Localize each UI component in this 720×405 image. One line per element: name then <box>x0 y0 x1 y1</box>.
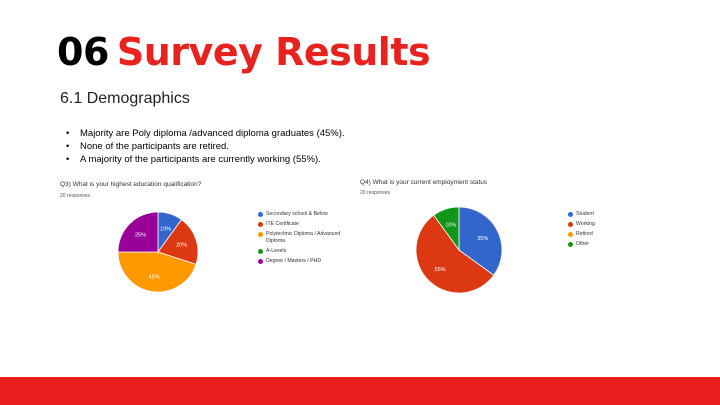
legend-item-other: Other <box>568 241 666 248</box>
legend-swatch <box>258 258 263 264</box>
title-text: Survey Results <box>116 30 431 74</box>
title-number: 06 <box>57 30 109 74</box>
pie-slice-other <box>433 206 460 252</box>
legend-swatch <box>258 221 263 227</box>
slide-title: 06 Survey Results <box>57 30 431 74</box>
data-label-polytechnic-diploma-advanced-diploma: 45% <box>149 274 160 280</box>
legend-item-student: Student <box>568 211 666 218</box>
bullet-item: Majority are Poly diploma /advanced dipl… <box>62 127 345 140</box>
legend-label: Other <box>576 241 589 247</box>
data-label-student: 35% <box>477 236 488 242</box>
legend-label: Secondary school & Below <box>266 211 328 217</box>
legend-item-a-levels: A-Levels <box>258 248 356 255</box>
chart-response-count: 20 responses <box>360 190 391 196</box>
legend-item-working: Working <box>568 221 666 228</box>
legend-item-ite-certificate: ITE Certificate <box>258 221 356 228</box>
legend-item-secondary-school-below: Secondary school & Below <box>258 211 356 218</box>
chart-title: Q4) What is your current employment stat… <box>360 179 488 186</box>
legend-item-retired: Retired <box>568 231 666 238</box>
bullet-item: A majority of the participants are curre… <box>62 153 345 166</box>
pie-slice-polytechnic-diploma-advanced-diploma <box>117 251 197 293</box>
pie-slice-working <box>415 214 495 294</box>
education-legend: Secondary school & Below ITE Certificate P… <box>258 211 356 268</box>
legend-label: Working <box>576 221 595 227</box>
legend-label: Student <box>576 211 594 217</box>
data-label-working: 55% <box>435 267 446 273</box>
chart-title: Q3) What is your highest education quali… <box>60 181 202 188</box>
data-label-secondary-school-below: 10% <box>160 226 171 232</box>
pie-slice-degree-masters-phd <box>117 211 159 253</box>
data-label-other: 10% <box>445 223 456 229</box>
legend-swatch <box>568 211 573 217</box>
legend-swatch <box>568 221 573 227</box>
data-label-degree-masters-phd: 25% <box>135 232 146 238</box>
legend-label: Degree / Masters / PHD <box>266 258 322 264</box>
pie-slice-student <box>458 206 503 276</box>
section-subtitle: 6.1 Demographics <box>60 90 190 107</box>
legend-swatch <box>568 231 573 237</box>
education-pie: 10% 20% 45% 25% <box>117 211 199 293</box>
legend-label: Polytechnic Diploma / Advanced Diploma <box>266 231 341 244</box>
legend-swatch <box>258 211 263 217</box>
legend-swatch <box>258 248 263 254</box>
chart-response-count: 20 responses <box>60 193 91 199</box>
legend-swatch <box>568 241 573 247</box>
pie-slice-ite-certificate <box>157 219 199 265</box>
employment-legend: Student Working Retired Other <box>568 211 666 251</box>
legend-swatch <box>258 231 263 237</box>
employment-pie: 35% 55% 10% <box>415 206 503 294</box>
bullet-list: Majority are Poly diploma /advanced dipl… <box>62 127 345 166</box>
legend-label: ITE Certificate <box>266 221 299 227</box>
data-label-ite-certificate: 20% <box>176 242 187 248</box>
legend-label: Retired <box>576 231 593 237</box>
bullet-item: None of the participants are retired. <box>62 140 345 153</box>
footer-bar <box>0 377 720 405</box>
legend-label: A-Levels <box>266 248 287 254</box>
legend-item-degree-masters-phd: Degree / Masters / PHD <box>258 258 356 265</box>
legend-item-polytechnic-diploma-advanced-diploma: Polytechnic Diploma / Advanced Diploma <box>258 231 356 245</box>
